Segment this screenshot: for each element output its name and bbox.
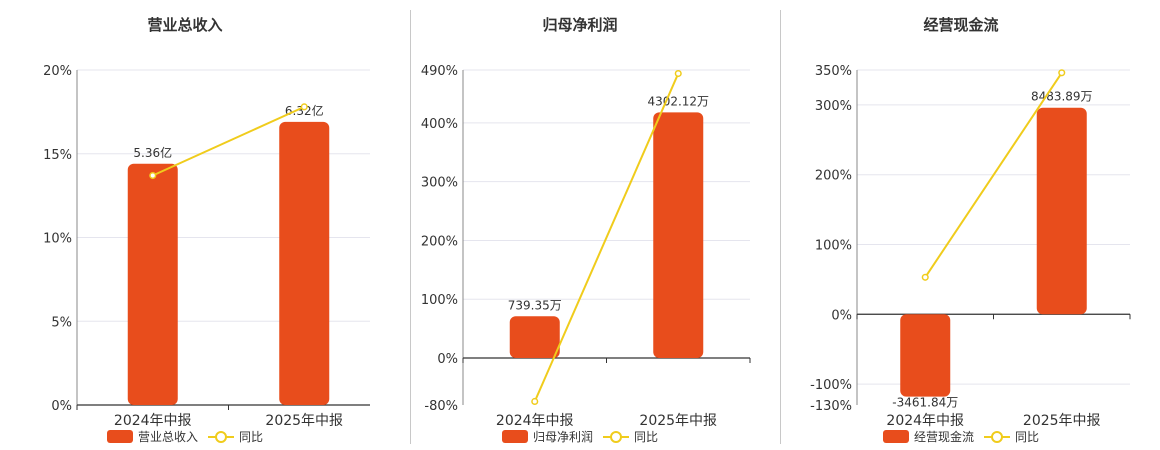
bar: [653, 112, 704, 358]
bar: [509, 316, 560, 358]
legend-bar-swatch: [501, 430, 528, 443]
y-tick-label: 200%: [815, 169, 852, 184]
bar-data-label: 739.35万: [508, 298, 562, 312]
yoy-line: [924, 72, 1063, 278]
chart-title: 营业总收入: [147, 16, 223, 34]
bar: [1036, 107, 1087, 315]
chart-svg: -130% -100% 0% 100% 200% 300% 350% 2024年中报 2025年…: [810, 64, 1131, 429]
legend-line-swatch: [603, 430, 629, 443]
legend: 营业总收入 同比: [0, 428, 370, 445]
y-tick-label: 5%: [51, 315, 72, 330]
legend-item-line[interactable]: 同比: [603, 428, 658, 445]
x-tick-label: 2024年中报: [496, 413, 574, 429]
y-tick-label: 100%: [421, 293, 458, 308]
x-tick-label: 2025年中报: [639, 413, 717, 429]
yoy-point: [300, 103, 308, 111]
chart-panel-net-profit: 归母净利润 -80% 0% 100% 200% 300% 400% 490% 2024年中报 2…: [395, 0, 765, 450]
yoy-point: [531, 397, 539, 406]
y-tick-label: 350%: [815, 64, 852, 79]
legend: 归母净利润 同比: [395, 428, 765, 445]
legend-label: 经营现金流: [913, 430, 974, 444]
legend-item-line[interactable]: 同比: [984, 428, 1039, 445]
legend-line-swatch: [208, 430, 234, 443]
bar-data-label: 8483.89万: [1031, 90, 1093, 104]
bar-data-label: 6.32亿: [285, 103, 324, 118]
y-tick-label: 0%: [437, 352, 458, 367]
y-tick-label: 490%: [421, 64, 458, 79]
y-tick-label: 10%: [43, 232, 72, 247]
y-tick-label: 300%: [815, 99, 852, 114]
y-tick-label: -80%: [424, 399, 458, 414]
y-tick-label: 300%: [421, 176, 458, 191]
yoy-point: [921, 273, 929, 281]
bar-data-label: 5.36亿: [133, 145, 172, 160]
chart-title: 归母净利润: [542, 16, 618, 34]
y-tick-label: -130%: [810, 399, 852, 414]
legend-bar-swatch: [882, 430, 909, 443]
y-tick-label: 400%: [421, 117, 458, 132]
legend-item-line[interactable]: 同比: [208, 428, 263, 445]
legend-label: 营业总收入: [137, 430, 198, 444]
legend-label: 同比: [634, 430, 659, 444]
bar-data-label: -3461.84万: [892, 396, 958, 410]
legend: 经营现金流 同比: [776, 428, 1146, 445]
legend-label: 归母净利润: [532, 430, 593, 444]
yoy-point: [1058, 69, 1066, 77]
chart-svg: 0% 5% 10% 15% 20% 2024年中报 2025年中报 5.36亿 6.32亿: [43, 64, 370, 429]
y-tick-label: 0%: [831, 308, 852, 323]
legend-item-bar[interactable]: 经营现金流: [882, 428, 974, 445]
bar: [127, 163, 178, 405]
chart-panel-revenue: 营业总收入 0% 5% 10% 15% 20% 2024年中报 2025年中报 5.36亿 6.…: [0, 0, 370, 450]
y-tick-label: 20%: [43, 64, 72, 79]
legend-item-bar[interactable]: 归母净利润: [501, 428, 593, 445]
y-tick-label: -100%: [810, 378, 852, 393]
legend-label: 同比: [1015, 430, 1040, 444]
legend-item-bar[interactable]: 营业总收入: [106, 428, 198, 445]
yoy-line: [152, 105, 305, 177]
y-tick-label: 100%: [815, 238, 852, 253]
chart-svg: -80% 0% 100% 200% 300% 400% 490% 2024年中报 2025年中报…: [421, 64, 751, 429]
bar: [900, 314, 951, 397]
chart-panel-cash-flow: 经营现金流 -130% -100% 0% 100% 200% 300% 350% 2024年中…: [776, 0, 1146, 450]
x-tick-label: 2025年中报: [265, 413, 343, 429]
yoy-line: [533, 73, 680, 402]
legend-bar-swatch: [106, 430, 133, 443]
bar: [279, 121, 330, 406]
x-tick-label: 2025年中报: [1023, 413, 1101, 429]
bar-data-label: 4302.12万: [647, 94, 709, 108]
x-tick-label: 2024年中报: [114, 413, 192, 429]
legend-label: 同比: [239, 430, 264, 444]
panel-divider: [410, 10, 411, 444]
legend-line-swatch: [984, 430, 1010, 443]
x-tick-label: 2024年中报: [886, 413, 964, 429]
chart-title: 经营现金流: [923, 16, 999, 34]
y-tick-label: 15%: [43, 148, 72, 163]
panel-divider: [780, 10, 781, 444]
y-tick-label: 200%: [421, 234, 458, 249]
yoy-point: [149, 171, 157, 180]
yoy-point: [674, 69, 682, 78]
y-tick-label: 0%: [51, 399, 72, 414]
